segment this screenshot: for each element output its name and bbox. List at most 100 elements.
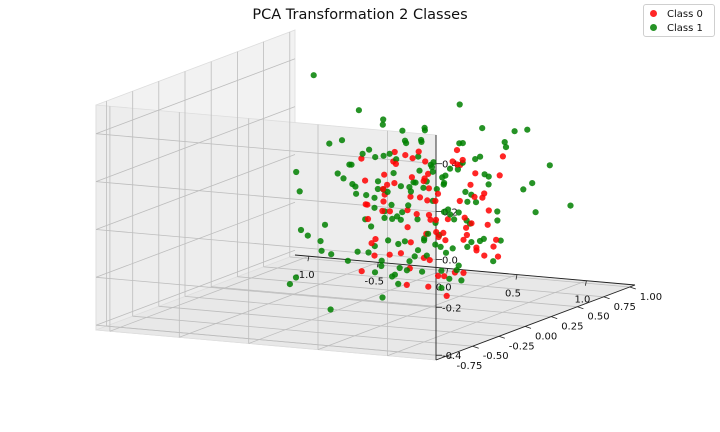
class-0-point — [494, 253, 502, 260]
class-1-point — [432, 241, 439, 248]
class-1-point — [472, 156, 479, 163]
class-0-point — [368, 240, 375, 247]
y-tick-label: -0.25 — [509, 341, 535, 352]
class-1-point — [292, 274, 300, 281]
class-1-point — [334, 170, 341, 177]
class-0-point — [472, 170, 479, 177]
class-0-point — [461, 214, 468, 221]
class-1-point — [363, 192, 370, 199]
class-1-point — [371, 194, 378, 201]
class-0-point — [407, 193, 414, 200]
chart-title: PCA Transformation 2 Classes — [252, 7, 468, 23]
class-1-point — [546, 162, 553, 169]
class-1-point — [414, 247, 422, 254]
class-1-point — [293, 168, 300, 176]
class-1-point — [497, 237, 504, 244]
class-0-point — [404, 224, 411, 231]
class-1-point — [532, 209, 539, 216]
class-1-point — [479, 125, 486, 132]
class-1-point — [353, 190, 360, 197]
class-1-point — [438, 284, 445, 291]
class-1-point — [529, 180, 536, 187]
class-1-point — [494, 217, 501, 224]
class-0-point — [443, 292, 450, 299]
class-1-point — [359, 150, 366, 157]
class-0-point — [449, 158, 456, 165]
class-1-point — [453, 267, 460, 274]
class-1-point — [406, 258, 413, 265]
z-tick-label: -0.4 — [442, 351, 462, 362]
class-1-point — [524, 126, 531, 133]
class-1-point — [485, 173, 492, 180]
class-1-point — [395, 280, 402, 287]
class-0-point — [432, 197, 439, 205]
class-0-point — [499, 153, 506, 160]
y-tick-label: 0.25 — [561, 322, 583, 333]
class-1-point — [415, 153, 422, 160]
class-1-point — [326, 140, 333, 147]
class-1-point — [304, 232, 311, 239]
class-1-point — [418, 138, 425, 145]
legend-label-class-1: Class 1 — [667, 23, 703, 34]
class-0-point — [380, 198, 387, 205]
class-0-point — [362, 201, 369, 208]
class-0-point — [493, 236, 500, 243]
class-1-point — [354, 248, 361, 255]
class-1-point — [365, 249, 372, 256]
class-0-point — [358, 155, 365, 162]
class-0-point — [467, 181, 474, 188]
class-1-point — [399, 127, 406, 134]
class-0-point — [381, 171, 388, 178]
class-1-point — [445, 206, 452, 213]
legend-item-class-1: Class 1 — [650, 22, 703, 36]
y-tick-label: 0.75 — [614, 302, 636, 313]
class-1-point — [437, 243, 444, 250]
class-1-point — [477, 153, 484, 160]
class-1-point — [378, 262, 385, 270]
class-1-point — [396, 264, 403, 272]
class-1-point — [389, 273, 396, 280]
legend: Class 0 Class 1 — [643, 4, 715, 37]
class-0-point — [463, 224, 470, 231]
class-0-point — [444, 216, 451, 223]
class-1-point — [414, 216, 421, 223]
class-1-point — [464, 198, 471, 205]
class-1-point — [419, 268, 426, 275]
class-0-point — [425, 185, 432, 192]
class-0-point — [496, 172, 503, 179]
class-1-point — [421, 237, 428, 244]
class-0-point — [481, 252, 488, 259]
y-tick-label: 0.50 — [587, 312, 609, 323]
class-0-point — [371, 252, 378, 259]
y-tick-label: 1.00 — [640, 292, 662, 303]
class-0-point — [386, 208, 393, 215]
class-1-point — [405, 202, 412, 209]
class-1-point — [410, 179, 417, 186]
class-0-point — [434, 190, 442, 197]
class-1-point — [327, 306, 334, 313]
class-1-point — [446, 165, 454, 172]
class-1-point — [429, 168, 436, 175]
axis-panes — [95, 29, 636, 361]
class-1-point — [371, 269, 379, 276]
class-0-point — [392, 160, 399, 167]
class-0-point — [456, 197, 463, 205]
class-0-point — [384, 181, 391, 188]
class-1-point — [439, 174, 446, 181]
class-1-point — [403, 140, 410, 147]
class-0-point — [424, 197, 431, 204]
class-0-point — [473, 244, 480, 251]
class-1-point — [378, 257, 385, 264]
class-1-point — [374, 185, 381, 193]
grid-lines — [95, 32, 630, 357]
class-0-point — [425, 283, 432, 290]
class-0-point — [435, 233, 442, 241]
class-1-point — [379, 294, 386, 301]
class-1-point — [511, 128, 518, 135]
class-0-point — [435, 272, 442, 279]
class-0-point — [432, 216, 440, 223]
class-1-point — [381, 214, 388, 221]
y-tick-label: -0.75 — [457, 361, 483, 372]
class-1-point — [520, 186, 527, 193]
